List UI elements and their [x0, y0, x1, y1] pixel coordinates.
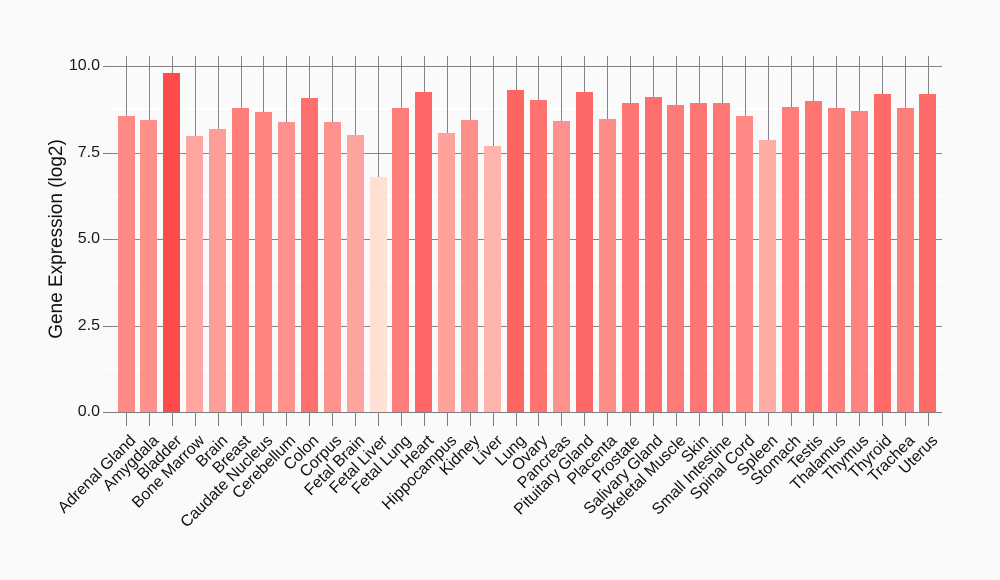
bar-trachea — [896, 108, 914, 412]
x-tick-mark — [309, 413, 311, 426]
bar-bone-marrow — [186, 135, 204, 412]
x-tick-mark — [561, 413, 563, 426]
y-tick-mark — [103, 325, 112, 327]
bar-salivary-gland — [644, 97, 662, 412]
bar-fetal-brain — [346, 134, 364, 412]
x-tick-mark — [126, 413, 127, 426]
bar-pituitary-gland — [575, 91, 593, 412]
bar-skin — [690, 102, 708, 412]
x-tick-mark — [836, 413, 838, 426]
major-gridline — [108, 152, 942, 154]
bar-small-intestine — [713, 103, 731, 412]
x-tick-mark — [446, 413, 448, 426]
bar-heart — [415, 91, 433, 412]
x-tick-mark — [813, 413, 815, 426]
minor-gridline — [108, 194, 942, 197]
bar-caudate-nucleus — [254, 112, 272, 412]
bar-fetal-lung — [392, 107, 410, 412]
bar-stomach — [782, 107, 799, 412]
bar-thalamus — [827, 108, 845, 412]
minor-gridline — [108, 281, 942, 284]
minor-gridline — [108, 108, 942, 111]
x-axis-line — [108, 412, 942, 413]
bar-thyroid — [873, 94, 891, 412]
y-tick-mark — [103, 239, 112, 240]
bar-prostate — [621, 102, 639, 412]
minor-gridline — [108, 367, 942, 370]
x-tick-mark — [492, 413, 494, 426]
y-tick-mark — [103, 412, 112, 413]
bar-lung — [507, 89, 525, 412]
x-tick-mark — [423, 413, 425, 426]
y-tick-label: 2.5 — [77, 316, 100, 334]
bar-uterus — [919, 94, 937, 412]
x-tick-mark — [171, 413, 173, 426]
bar-colon — [300, 98, 318, 412]
bar-thymus — [850, 110, 868, 412]
y-tick-mark — [103, 66, 112, 67]
x-tick-mark — [148, 413, 150, 426]
y-tick-mark — [103, 152, 112, 154]
major-gridline — [108, 325, 942, 327]
bar-liver — [484, 145, 502, 412]
bar-hippocampus — [438, 132, 456, 412]
x-tick-mark — [240, 413, 242, 426]
bar-brain — [209, 129, 227, 412]
x-tick-mark — [927, 413, 929, 426]
x-tick-mark — [790, 413, 792, 426]
y-tick-label: 5.0 — [77, 230, 100, 247]
major-gridline — [108, 239, 942, 240]
x-tick-mark — [607, 413, 609, 426]
y-tick-label: 7.5 — [77, 143, 100, 161]
x-tick-mark — [515, 413, 517, 426]
x-tick-mark — [905, 413, 907, 426]
x-tick-mark — [744, 413, 746, 426]
x-tick-mark — [538, 413, 540, 426]
y-tick-label: 10.0 — [68, 57, 100, 74]
bar-cerebellum — [277, 121, 295, 412]
bar-ovary — [529, 99, 547, 412]
x-tick-mark — [194, 413, 196, 426]
bar-testis — [804, 101, 822, 412]
x-tick-mark — [882, 413, 884, 426]
x-tick-mark — [378, 413, 380, 426]
bar-skeletal-muscle — [667, 105, 685, 412]
x-tick-mark — [286, 413, 288, 426]
bar-bladder — [163, 72, 181, 412]
x-tick-mark — [469, 413, 471, 426]
bar-spinal-cord — [736, 116, 754, 412]
bar-fetal-liver — [369, 176, 387, 412]
x-tick-mark — [217, 413, 219, 426]
y-tick-label: 0.0 — [77, 403, 100, 420]
x-tick-mark — [355, 413, 357, 426]
x-tick-mark — [584, 413, 586, 426]
x-tick-mark — [675, 413, 677, 426]
bar-spleen — [759, 140, 777, 412]
bar-placenta — [598, 118, 616, 412]
bar-kidney — [461, 119, 479, 412]
bar-pancreas — [552, 121, 570, 412]
x-tick-mark — [698, 413, 700, 426]
x-tick-mark — [859, 413, 861, 426]
bar-corpus — [323, 122, 341, 412]
x-tick-mark — [721, 413, 723, 426]
bar-adrenal-gland — [117, 116, 135, 412]
bar-breast — [232, 108, 250, 412]
x-tick-mark — [263, 413, 265, 426]
x-tick-mark — [332, 413, 334, 426]
x-tick-mark — [767, 413, 769, 426]
major-gridline — [108, 66, 942, 67]
x-tick-mark — [653, 413, 655, 426]
bar-amygdala — [140, 119, 158, 412]
x-tick-mark — [630, 413, 632, 426]
x-tick-mark — [400, 413, 402, 426]
